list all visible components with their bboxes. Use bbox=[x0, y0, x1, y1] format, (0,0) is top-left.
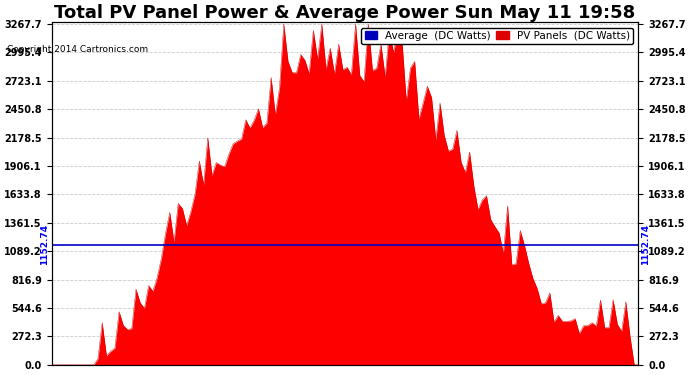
Text: 1152.74: 1152.74 bbox=[642, 224, 651, 265]
Legend: Average  (DC Watts), PV Panels  (DC Watts): Average (DC Watts), PV Panels (DC Watts) bbox=[362, 27, 633, 44]
Text: 1152.74: 1152.74 bbox=[39, 224, 48, 265]
Text: Copyright 2014 Cartronics.com: Copyright 2014 Cartronics.com bbox=[7, 45, 148, 54]
Title: Total PV Panel Power & Average Power Sun May 11 19:58: Total PV Panel Power & Average Power Sun… bbox=[55, 4, 635, 22]
